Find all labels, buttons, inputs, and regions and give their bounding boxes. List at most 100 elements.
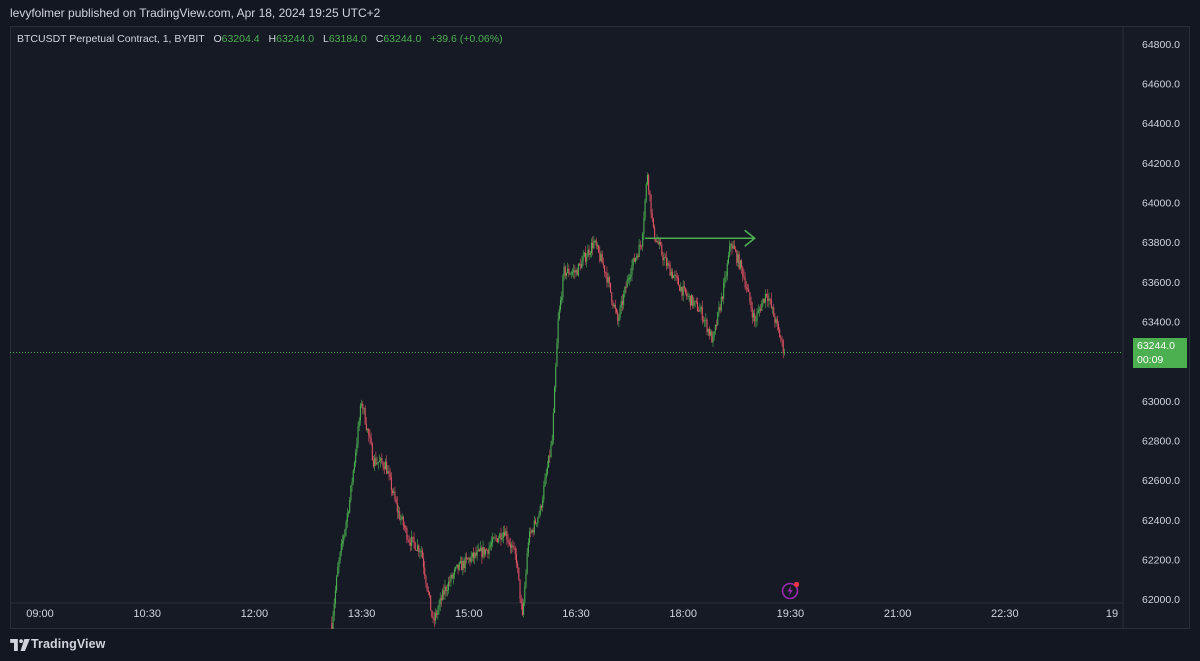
candle-body: [714, 325, 716, 332]
candle-body: [496, 538, 498, 543]
candle-body: [700, 306, 702, 310]
candle-body: [640, 245, 643, 247]
candle-body: [343, 536, 345, 541]
candle-body: [377, 462, 379, 464]
candle-body: [434, 612, 436, 621]
candle-body: [743, 276, 745, 278]
candle-body: [719, 307, 721, 311]
candle-body: [455, 566, 457, 570]
candle-body: [551, 440, 553, 445]
symbol-legend: BTCUSDT Perpetual Contract, 1, BYBIT O63…: [17, 33, 503, 45]
candle-body: [384, 461, 386, 470]
lightning-icon[interactable]: [781, 580, 801, 600]
candle-body: [400, 518, 402, 520]
candle-body: [546, 467, 548, 474]
candle-body: [611, 292, 613, 302]
candle-body: [645, 184, 647, 200]
candle-body: [704, 320, 706, 322]
candle-body: [421, 550, 423, 559]
candle-body: [341, 540, 344, 544]
candle-body: [675, 274, 677, 276]
candle-body: [390, 477, 392, 491]
candle-body: [754, 313, 756, 322]
candle-body: [515, 554, 517, 564]
candle-body: [579, 263, 581, 265]
candle-body: [350, 485, 352, 500]
time-tick-label: 19: [1106, 608, 1118, 620]
candle-body: [433, 618, 435, 621]
candle-body: [351, 482, 353, 486]
candle-body: [514, 548, 516, 555]
candle-body: [470, 556, 472, 562]
high-value: 63244.0: [276, 33, 315, 45]
candle-body: [432, 616, 434, 619]
price-tick-label: 63600.0: [1142, 277, 1180, 289]
time-tick-label: 13:30: [348, 608, 376, 620]
candle-body: [590, 242, 593, 254]
candle-body: [768, 299, 770, 301]
candle-body: [531, 529, 533, 533]
candle-body: [720, 296, 722, 311]
candle-body: [608, 277, 610, 283]
candle-body: [625, 287, 627, 288]
candle-body: [524, 586, 526, 603]
candle-body: [771, 307, 774, 309]
candle-body: [443, 590, 445, 595]
candle-body: [565, 272, 568, 276]
candle-body: [683, 286, 685, 288]
candle-body: [475, 552, 477, 556]
candle-body: [676, 275, 678, 278]
time-tick-label: 22:30: [991, 608, 1019, 620]
candle-body: [612, 301, 614, 307]
candle-body: [746, 288, 749, 290]
candle-body: [629, 277, 631, 280]
candle-body: [584, 252, 587, 262]
candle-body: [538, 514, 540, 518]
candle-body: [745, 287, 747, 289]
candle-body: [669, 264, 671, 276]
open-value: 63204.4: [221, 33, 260, 45]
candle-body: [540, 505, 543, 508]
candle-body: [604, 265, 606, 273]
change-value: +39.6 (+0.06%): [430, 33, 503, 45]
candle-body: [621, 301, 624, 305]
candle-body: [642, 233, 644, 247]
tradingview-brand[interactable]: TradingView: [31, 637, 106, 651]
candle-body: [730, 243, 732, 246]
candle-body: [392, 490, 394, 493]
candle-body: [614, 304, 616, 310]
candle-body: [571, 271, 573, 274]
candle-body: [381, 458, 383, 463]
candle-body: [587, 249, 589, 257]
candle-body: [588, 249, 590, 255]
candle-body: [444, 586, 446, 595]
candle-body: [580, 264, 582, 269]
candle-body: [371, 443, 373, 461]
candle-body: [512, 545, 514, 547]
candle-body: [583, 252, 585, 257]
candle-body: [760, 309, 762, 311]
candle-body: [738, 254, 740, 269]
candle-body: [378, 460, 381, 463]
candle-body: [705, 319, 707, 321]
candle-body: [631, 265, 633, 275]
candle-body: [474, 552, 476, 559]
candle-body: [589, 253, 591, 255]
low-key: L: [323, 33, 329, 45]
candlestick-chart[interactable]: 62000.0 62200.0 62400.0 62600.0 62800.0 63000…: [10, 26, 1190, 629]
price-tick-label: 62200.0: [1142, 555, 1180, 567]
tradingview-logo-icon[interactable]: [10, 639, 30, 651]
candle-body: [744, 277, 746, 288]
candle-body: [353, 462, 356, 471]
candle-body: [518, 567, 520, 580]
candle-body: [783, 352, 785, 354]
candle-body: [773, 307, 775, 317]
candle-body: [708, 329, 710, 336]
candle-body: [356, 443, 358, 453]
candle-body: [657, 241, 659, 245]
candle-body: [367, 429, 369, 430]
candle-body: [396, 502, 398, 513]
candle-body: [600, 254, 602, 261]
candle-body: [586, 256, 588, 262]
candle-body: [694, 300, 696, 302]
